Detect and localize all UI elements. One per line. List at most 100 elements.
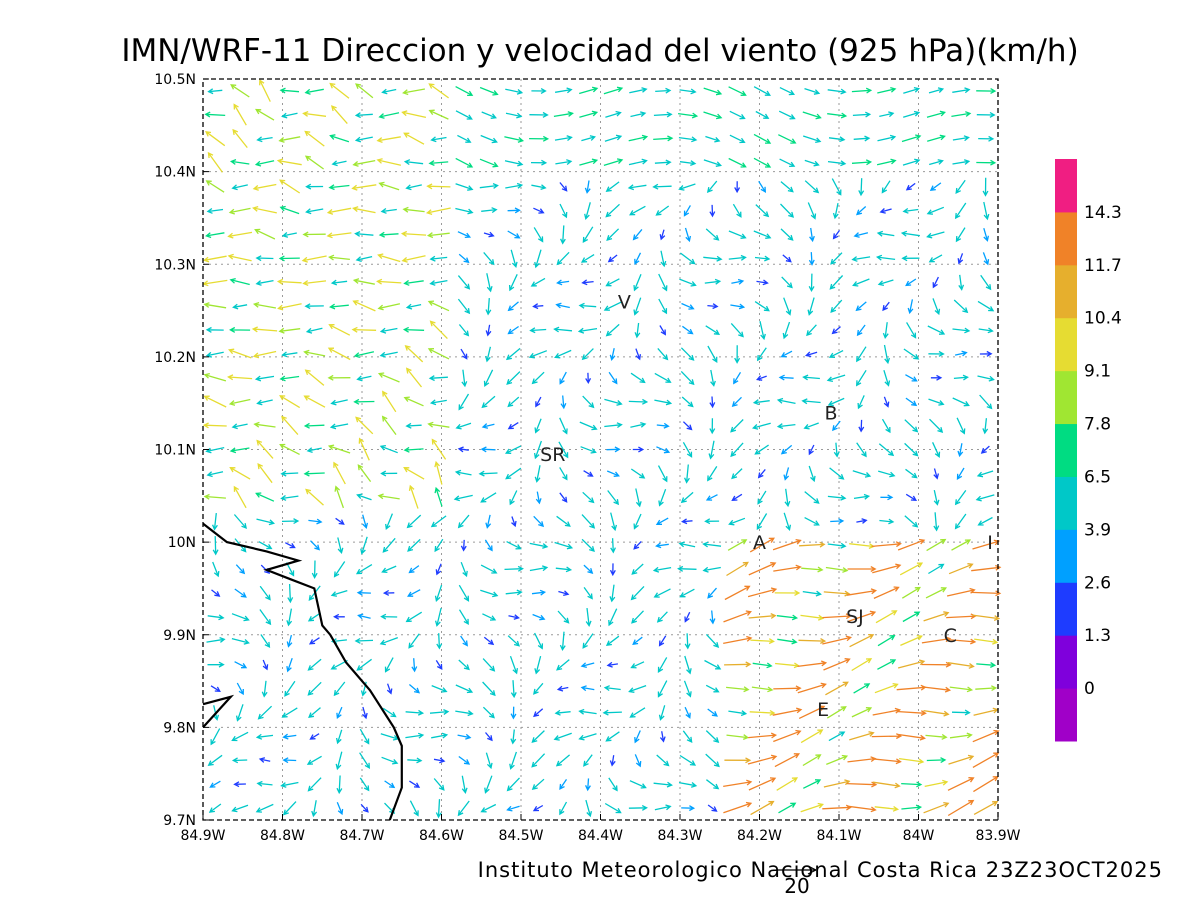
wind-vector xyxy=(381,88,397,95)
wind-vector xyxy=(634,322,641,339)
wind-vector xyxy=(335,517,345,525)
wind-vector xyxy=(975,685,998,692)
longitude-axis: 84.9W 84.8W 84.7W 84.6W 84.5W 84.4W 84.3W 84.2W… xyxy=(180,814,1021,844)
wind-vector xyxy=(679,160,697,167)
wind-vector xyxy=(947,799,975,817)
wind-vector xyxy=(533,227,544,243)
wind-vector xyxy=(709,610,716,625)
wind-vector xyxy=(259,585,271,601)
wind-vector xyxy=(603,86,624,95)
wind-vector xyxy=(831,178,842,196)
wind-vector xyxy=(684,706,691,719)
wind-vector xyxy=(333,681,346,697)
wind-vector xyxy=(433,778,445,791)
wind-vector xyxy=(802,374,820,381)
reference-vector-head xyxy=(807,865,817,875)
wind-vector xyxy=(973,801,999,815)
wind-vector xyxy=(336,706,343,720)
wind-vector xyxy=(724,585,751,601)
wind-vector xyxy=(825,566,849,573)
wind-vector xyxy=(333,461,346,485)
wind-vector xyxy=(857,395,865,410)
wind-vector xyxy=(772,538,802,551)
wind-vector xyxy=(559,492,568,503)
wind-vector xyxy=(827,397,845,407)
wind-vector xyxy=(953,299,969,314)
wind-vector xyxy=(605,731,620,742)
wind-vector xyxy=(282,757,297,764)
wind-vector xyxy=(896,684,927,691)
wind-vector xyxy=(753,230,772,239)
wind-vector xyxy=(897,538,926,551)
wind-vector xyxy=(982,177,989,197)
place-label: V xyxy=(618,291,631,313)
wind-vector xyxy=(604,398,623,406)
wind-vector xyxy=(453,494,473,502)
wind-vector xyxy=(634,730,641,744)
wind-vector xyxy=(655,542,669,549)
wind-vector xyxy=(356,658,372,671)
wind-vector xyxy=(871,541,902,548)
wind-vector xyxy=(754,255,771,262)
wind-vector xyxy=(749,537,775,553)
wind-vector xyxy=(555,302,570,309)
wind-vector xyxy=(875,254,896,261)
wind-vector xyxy=(800,802,824,813)
wind-vector xyxy=(481,423,495,429)
wind-vector xyxy=(381,756,399,765)
wind-vector xyxy=(803,779,822,789)
wind-vector xyxy=(580,685,595,692)
wind-vector xyxy=(202,279,228,287)
wind-vector xyxy=(535,396,542,408)
wind-vector xyxy=(535,491,542,505)
wind-vector xyxy=(897,733,926,741)
wind-vector xyxy=(532,303,544,310)
wind-vector xyxy=(923,801,950,814)
wind-vector xyxy=(776,614,799,621)
wind-vector xyxy=(485,752,493,770)
wind-vector xyxy=(457,514,470,529)
wind-vector xyxy=(286,634,293,648)
wind-vector xyxy=(409,780,421,788)
wind-vector xyxy=(484,775,493,794)
wind-vector xyxy=(382,390,397,413)
wind-vector xyxy=(401,255,426,263)
wind-vector xyxy=(528,350,548,359)
wind-vector xyxy=(946,638,977,645)
y-tick-label: 10.3N xyxy=(154,257,196,273)
wind-vector xyxy=(874,682,899,694)
wind-vector xyxy=(629,87,648,94)
wind-vector xyxy=(605,278,620,287)
wind-vector xyxy=(730,322,744,338)
wind-vector xyxy=(376,136,401,144)
wind-vector xyxy=(883,370,891,387)
wind-vector xyxy=(923,611,950,622)
wind-vector xyxy=(507,422,519,430)
wind-vector xyxy=(930,374,943,381)
wind-vector xyxy=(799,541,826,548)
wind-vector xyxy=(408,633,420,649)
colorbar-label: 14.3 xyxy=(1084,203,1122,223)
wind-vector xyxy=(609,348,616,361)
wind-vector xyxy=(953,374,969,381)
wind-vector xyxy=(203,395,227,408)
wind-vector xyxy=(333,613,345,620)
wind-vector xyxy=(581,135,596,142)
wind-vector xyxy=(831,326,841,335)
wind-vector xyxy=(302,280,327,287)
wind-vector xyxy=(775,662,800,669)
wind-vector xyxy=(956,417,966,435)
wind-vector xyxy=(554,541,574,550)
wind-vector xyxy=(983,228,990,242)
wind-vector xyxy=(232,303,248,310)
wind-vector xyxy=(852,470,872,478)
wind-vector xyxy=(581,279,594,286)
wind-vector xyxy=(658,488,667,507)
wind-vector xyxy=(652,566,672,573)
wind-vector xyxy=(704,278,722,285)
wind-vector xyxy=(901,781,923,788)
wind-vector xyxy=(205,326,224,333)
wind-vector xyxy=(976,159,997,166)
wind-vector xyxy=(429,709,450,715)
wind-vector xyxy=(208,803,222,813)
